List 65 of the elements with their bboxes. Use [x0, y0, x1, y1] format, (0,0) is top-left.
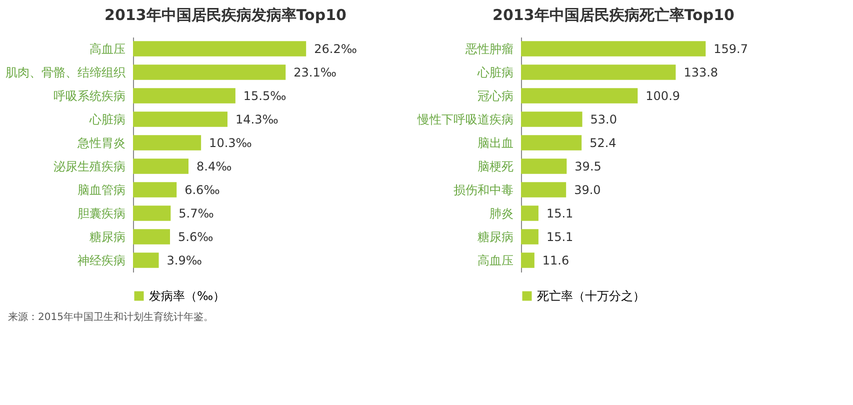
- data-label: 39.0: [574, 182, 601, 197]
- legend-label: 发病率（‰）: [149, 289, 226, 303]
- bar: [133, 182, 177, 198]
- bar: [133, 112, 228, 127]
- y-tick-label: 肺炎: [490, 206, 514, 220]
- bar: [521, 229, 538, 244]
- bar: [521, 88, 638, 104]
- chart-title: 2013年中国居民疾病发病率Top10: [104, 6, 346, 24]
- y-tick-label: 慢性下呼吸道疾病: [416, 112, 514, 126]
- y-tick-label: 脑出血: [478, 136, 514, 150]
- bar: [521, 206, 538, 221]
- y-tick-label: 糖尿病: [478, 230, 514, 244]
- data-label: 8.4‰: [196, 159, 232, 174]
- data-label: 53.0: [590, 112, 617, 126]
- data-label: 52.4: [590, 136, 616, 150]
- data-label: 26.2‰: [314, 42, 357, 56]
- y-tick-label: 肌肉、骨骼、结缔组织: [6, 65, 126, 80]
- y-tick-label: 心脏病: [476, 65, 514, 80]
- data-label: 15.1: [546, 206, 574, 220]
- bar: [133, 41, 306, 56]
- bar: [521, 64, 676, 80]
- y-tick-label: 恶性肿瘤: [464, 42, 514, 56]
- data-label: 133.8: [684, 65, 718, 80]
- bar: [521, 158, 567, 174]
- bar: [521, 135, 582, 150]
- data-label: 6.6‰: [184, 182, 220, 197]
- legend-label: 死亡率（十万分之）: [537, 289, 645, 303]
- y-tick-label: 糖尿病: [90, 230, 126, 244]
- y-tick-label: 冠心病: [478, 88, 514, 103]
- y-tick-label: 高血压: [90, 42, 126, 56]
- data-label: 15.5‰: [243, 88, 286, 103]
- data-label: 15.1: [546, 230, 574, 244]
- bar: [133, 206, 171, 221]
- data-label: 3.9‰: [166, 253, 202, 268]
- data-label: 10.3‰: [209, 136, 252, 150]
- y-tick-label: 胆囊疾病: [78, 206, 126, 220]
- y-tick-label: 脑梗死: [478, 159, 514, 174]
- y-tick-label: 泌尿生殖疾病: [54, 159, 126, 174]
- bar: [133, 229, 170, 244]
- y-tick-label: 呼吸系统疾病: [54, 88, 126, 103]
- data-label: 11.6: [542, 253, 570, 268]
- data-label: 39.5: [574, 159, 602, 174]
- data-label: 159.7: [714, 42, 748, 56]
- y-tick-label: 脑血管病: [78, 182, 126, 197]
- bar: [133, 252, 159, 268]
- bar: [521, 252, 534, 268]
- data-label: 5.7‰: [178, 206, 214, 220]
- chart-title: 2013年中国居民疾病死亡率Top10: [492, 6, 734, 24]
- bar: [521, 41, 706, 56]
- data-label: 5.6‰: [178, 230, 214, 244]
- data-label: 100.9: [646, 88, 680, 103]
- source-note: 来源：2015年中国卫生和计划生育统计年鉴。: [8, 311, 214, 323]
- bar: [133, 88, 236, 104]
- data-label: 23.1‰: [294, 65, 336, 80]
- bar: [133, 135, 202, 150]
- bar: [133, 158, 188, 174]
- data-label: 14.3‰: [235, 112, 278, 126]
- bar: [521, 182, 566, 198]
- y-tick-label: 神经疾病: [78, 253, 126, 268]
- y-tick-label: 急性胃炎: [76, 136, 126, 150]
- bar: [521, 112, 582, 127]
- y-tick-label: 心脏病: [88, 112, 126, 126]
- bar: [133, 64, 286, 80]
- y-tick-label: 高血压: [478, 253, 514, 268]
- y-tick-label: 损伤和中毒: [454, 182, 514, 197]
